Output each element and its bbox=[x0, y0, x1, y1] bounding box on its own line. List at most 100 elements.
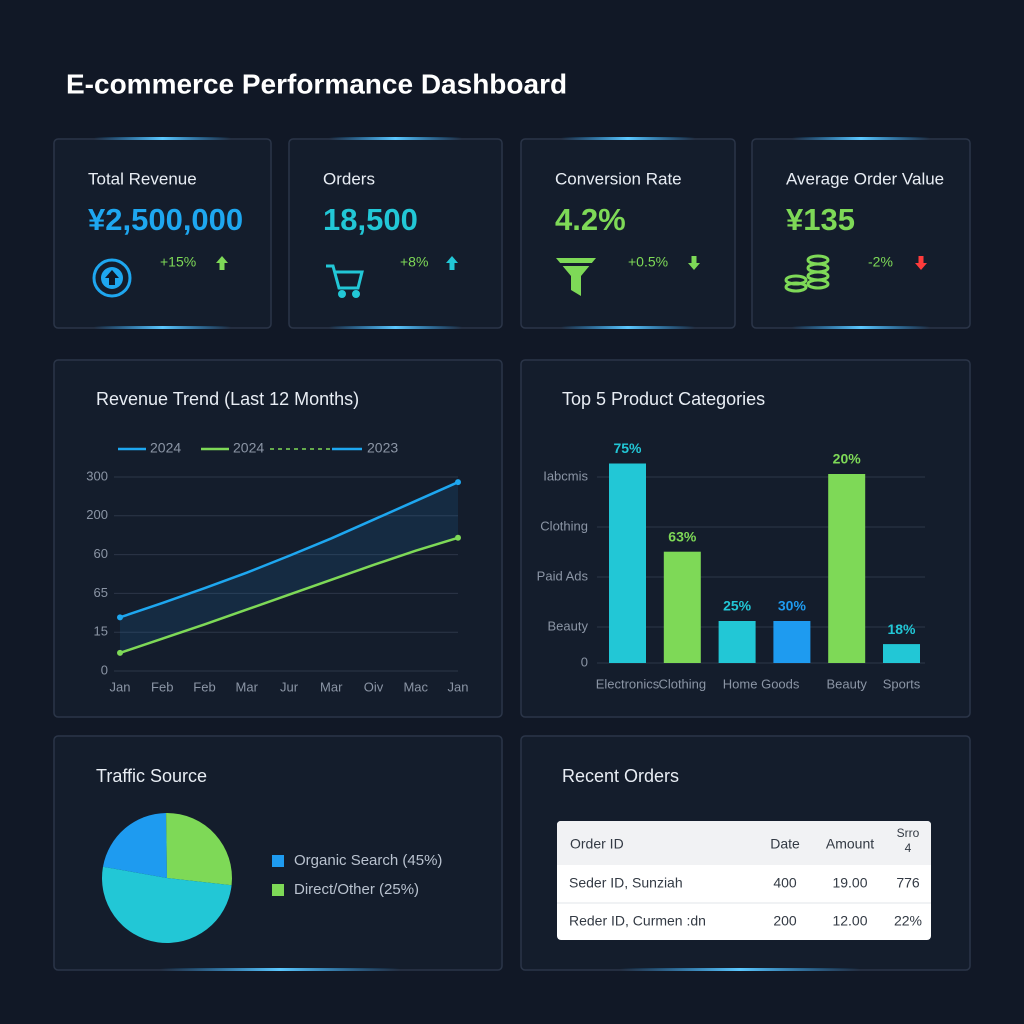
table-cell: 776 bbox=[896, 875, 920, 891]
table-cell: Seder ID, Sunziah bbox=[569, 875, 683, 891]
kpi-value: ¥2,500,000 bbox=[88, 202, 243, 237]
x-tick-label: Mar bbox=[320, 679, 343, 694]
orders-table: Order ID Date Amount Srro 4 Seder ID, Su… bbox=[557, 821, 931, 940]
pie-slice bbox=[101, 866, 232, 944]
kpi-change: +15% bbox=[160, 254, 196, 270]
table-header: Amount bbox=[826, 836, 874, 852]
x-tick-label: Beauty bbox=[826, 676, 867, 691]
line-point bbox=[455, 479, 461, 486]
x-tick-label: Jan bbox=[110, 679, 131, 694]
x-tick-label: Mac bbox=[403, 679, 428, 694]
table-cell: 19.00 bbox=[832, 875, 867, 891]
table-header: Order ID bbox=[570, 836, 624, 852]
legend-swatch bbox=[272, 855, 284, 867]
bar bbox=[663, 551, 701, 663]
y-tick-label: Paid Ads bbox=[537, 568, 589, 583]
x-tick-label: Jur bbox=[280, 679, 299, 694]
y-tick-label: 0 bbox=[101, 662, 108, 677]
x-tick-label: Jan bbox=[448, 679, 469, 694]
kpi-change: +8% bbox=[400, 254, 428, 270]
line-series bbox=[119, 536, 459, 655]
card-glow bbox=[329, 326, 462, 329]
bar bbox=[828, 474, 866, 663]
pie-slice bbox=[166, 813, 232, 886]
kpi-row: Total Revenue ¥2,500,000 +15% Orders 18,500 +… bbox=[53, 137, 971, 329]
change-arrow bbox=[915, 256, 927, 270]
table-cell: 12.00 bbox=[832, 913, 867, 929]
bar-chart: Iabcmis Clothing Paid Ads Beauty 0 75% Electro… bbox=[537, 440, 925, 691]
card-glow bbox=[94, 326, 231, 329]
kpi-value: ¥135 bbox=[786, 202, 855, 237]
panel-glow bbox=[620, 968, 860, 971]
card-glow bbox=[561, 326, 695, 329]
x-tick-label: Sports bbox=[883, 676, 921, 691]
x-tick-label: Home Goods bbox=[723, 676, 800, 691]
dashboard-title: E-commerce Performance Dashboard bbox=[66, 68, 567, 99]
card-glow bbox=[561, 137, 695, 140]
bar-annotation: 63% bbox=[668, 528, 697, 544]
kpi-label: Average Order Value bbox=[786, 169, 944, 188]
pie-chart: Organic Search (45%) Direct/Other (25%) bbox=[101, 813, 442, 944]
change-arrow bbox=[688, 256, 700, 270]
x-tick-label: Mar bbox=[236, 679, 259, 694]
bar bbox=[883, 644, 920, 663]
x-tick-label: Feb bbox=[193, 679, 215, 694]
bar-annotation: 30% bbox=[778, 598, 807, 614]
x-tick-label: Clothing bbox=[658, 676, 706, 691]
legend-label: 2024 bbox=[150, 440, 181, 456]
card-glow bbox=[329, 137, 462, 140]
change-arrow bbox=[446, 256, 458, 270]
cart-icon bbox=[326, 264, 364, 298]
bar bbox=[609, 463, 646, 663]
y-tick-label: Beauty bbox=[548, 618, 589, 633]
table-header: Srro bbox=[897, 826, 920, 840]
bar bbox=[718, 621, 756, 663]
orders-title: Recent Orders bbox=[562, 766, 679, 786]
line-point bbox=[117, 649, 123, 656]
funnel-icon bbox=[556, 258, 596, 296]
kpi-card bbox=[520, 138, 736, 329]
panel-glow bbox=[160, 968, 400, 971]
legend-label: Direct/Other (25%) bbox=[294, 881, 419, 898]
kpi-change: +0.5% bbox=[628, 254, 668, 270]
table-cell: 200 bbox=[773, 913, 797, 929]
card-glow bbox=[792, 326, 930, 329]
bar-annotation: 25% bbox=[723, 598, 752, 614]
table-cell: 22% bbox=[894, 913, 922, 929]
kpi-change: -2% bbox=[868, 254, 893, 270]
y-tick-label: 200 bbox=[86, 507, 108, 522]
table-cell: Reder ID, Curmen :dn bbox=[569, 913, 706, 929]
bar-annotation: 18% bbox=[887, 621, 916, 637]
kpi-card bbox=[751, 138, 971, 329]
pie-chart-title: Traffic Source bbox=[96, 766, 207, 786]
y-tick-label: 65 bbox=[94, 585, 108, 600]
legend-label: 2023 bbox=[367, 440, 398, 456]
bar-annotation: 75% bbox=[613, 440, 642, 456]
card-glow bbox=[94, 137, 231, 140]
coins-icon bbox=[784, 254, 830, 293]
kpi-label: Orders bbox=[323, 169, 375, 188]
table-header: Date bbox=[770, 836, 800, 852]
y-tick-label: Clothing bbox=[540, 518, 588, 533]
y-tick-label: 300 bbox=[86, 468, 108, 483]
line-panel bbox=[53, 359, 503, 718]
x-tick-label: Oiv bbox=[364, 679, 384, 694]
change-arrow bbox=[216, 256, 228, 270]
bar bbox=[773, 621, 811, 663]
legend-swatch bbox=[272, 884, 284, 896]
kpi-label: Total Revenue bbox=[88, 169, 197, 188]
y-tick-label: Iabcmis bbox=[543, 468, 588, 483]
line-series bbox=[119, 481, 459, 619]
y-tick-label: 15 bbox=[94, 624, 108, 639]
line-chart-title: Revenue Trend (Last 12 Months) bbox=[96, 389, 359, 409]
kpi-value: 18,500 bbox=[323, 202, 418, 237]
table-header-bg bbox=[557, 821, 931, 865]
revenue-icon bbox=[92, 258, 132, 298]
kpi-label: Conversion Rate bbox=[555, 169, 682, 188]
x-tick-label: Feb bbox=[151, 679, 173, 694]
legend-label: Organic Search (45%) bbox=[294, 852, 442, 869]
bar-annotation: 20% bbox=[833, 451, 862, 467]
